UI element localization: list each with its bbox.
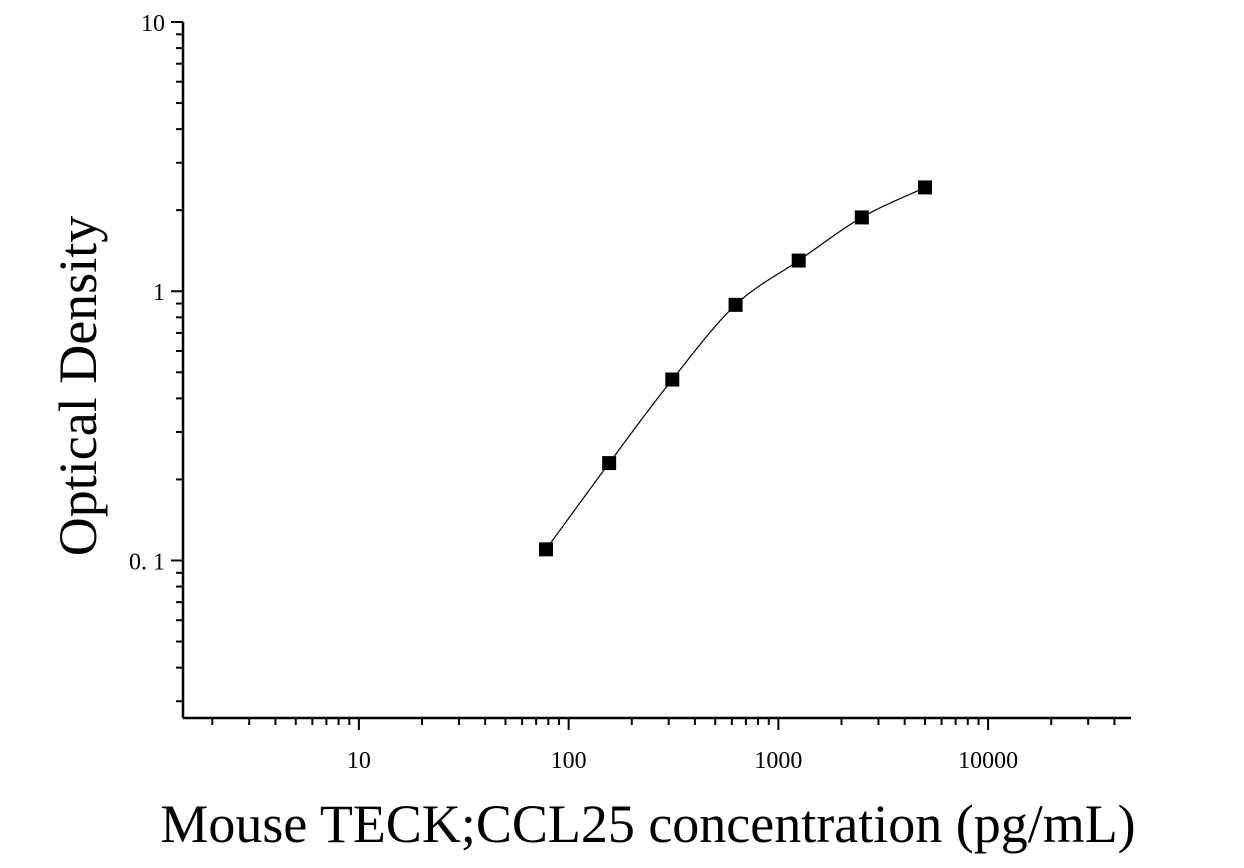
x-tick-label: 100 bbox=[551, 748, 587, 774]
data-point bbox=[854, 210, 869, 225]
x-tick-label: 10000 bbox=[958, 748, 1018, 774]
fit-curve bbox=[545, 186, 926, 550]
data-point bbox=[791, 253, 806, 268]
data-point bbox=[728, 297, 743, 312]
x-tick-label: 10 bbox=[347, 748, 371, 774]
x-tick-label: 1000 bbox=[754, 748, 802, 774]
data-point bbox=[665, 372, 680, 387]
x-axis-title: Mouse TECK;CCL25 concentration (pg/mL) bbox=[160, 794, 1135, 854]
data-point bbox=[602, 456, 617, 471]
y-tick-label: 1 bbox=[153, 280, 165, 306]
minor-ticks bbox=[176, 33, 1116, 725]
data-point bbox=[917, 180, 932, 195]
data-point bbox=[539, 542, 554, 557]
y-tick-label: 0. 1 bbox=[129, 549, 165, 575]
data-points bbox=[539, 180, 932, 557]
major-ticks bbox=[171, 21, 990, 730]
y-tick-label: 10 bbox=[141, 11, 165, 37]
y-axis-title: Optical Density bbox=[48, 216, 108, 556]
y-tick-labels: 0. 1 1 10 bbox=[129, 11, 165, 575]
x-tick-labels: 10 100 1000 10000 bbox=[347, 748, 1018, 774]
